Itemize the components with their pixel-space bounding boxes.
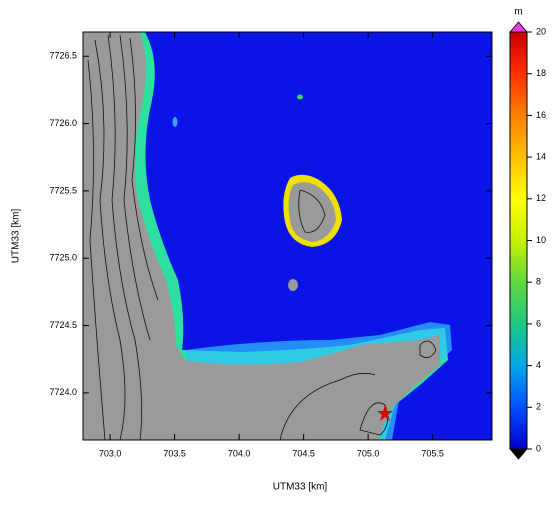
x-tick-label: 703.0	[99, 448, 122, 458]
figure: UTM33 [km] UTM33 [km] m 703.0 703.5 704.0 7…	[0, 0, 559, 500]
y-tick-label: 7724.5	[49, 320, 77, 330]
colorbar-tick-label: 16	[536, 110, 546, 120]
colorbar-tick-label: 20	[536, 26, 546, 36]
colorbar-tick-label: 6	[536, 318, 541, 328]
colorbar-tick-label: 2	[536, 402, 541, 412]
colorbar-label: m	[514, 7, 522, 18]
colorbar-tick-label: 4	[536, 360, 541, 370]
x-axis-label: UTM33 [km]	[273, 482, 328, 493]
y-axis-label: UTM33 [km]	[11, 209, 22, 264]
colorbar-tick-label: 10	[536, 235, 546, 245]
colorbar-under	[510, 449, 527, 459]
x-tick-label: 704.0	[228, 448, 251, 458]
colorbar	[510, 32, 527, 449]
x-tick-label: 705.0	[357, 448, 380, 458]
islet	[297, 95, 303, 100]
y-tick-label: 7726.0	[49, 118, 77, 128]
y-tick-label: 7726.5	[49, 51, 77, 61]
x-tick-label: 704.5	[292, 448, 315, 458]
colorbar-tick-label: 0	[536, 443, 541, 453]
islet	[173, 117, 178, 127]
islet	[288, 279, 298, 291]
colorbar-tick-label: 18	[536, 68, 546, 78]
colorbar-tick-label: 14	[536, 151, 546, 161]
y-tick-label: 7724.0	[49, 387, 77, 397]
colorbar-tick-label: 12	[536, 193, 546, 203]
colorbar-over	[510, 22, 527, 32]
y-tick-label: 7725.0	[49, 253, 77, 263]
y-tick-label: 7725.5	[49, 185, 77, 195]
x-tick-label: 705.5	[421, 448, 444, 458]
colorbar-tick-label: 8	[536, 277, 541, 287]
x-tick-label: 703.5	[163, 448, 186, 458]
